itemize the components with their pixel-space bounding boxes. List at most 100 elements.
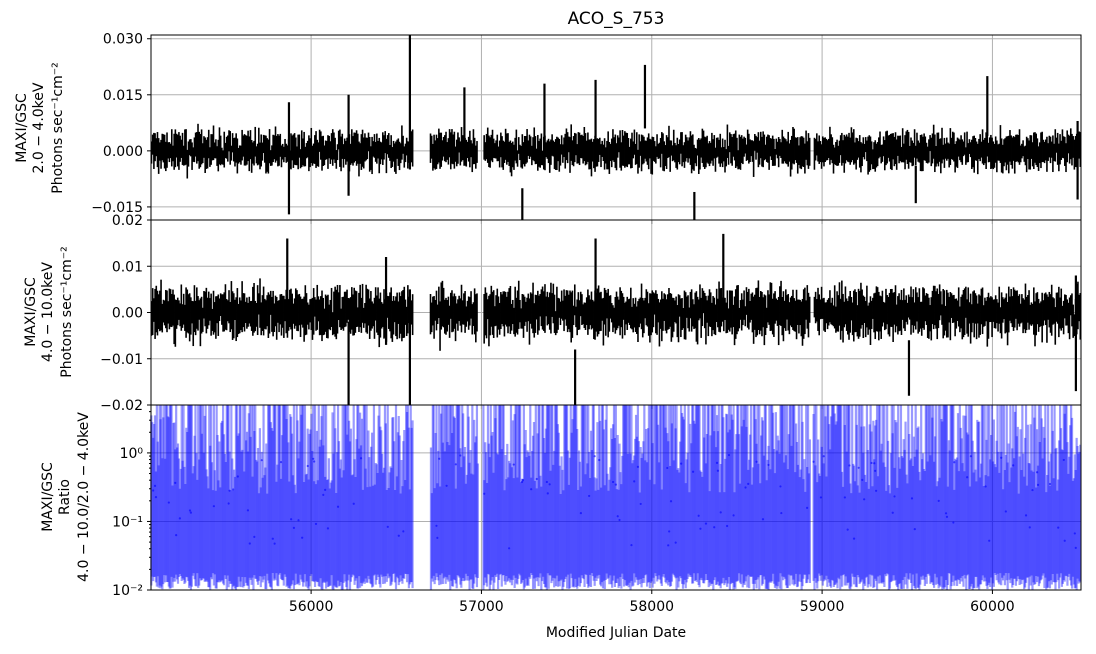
ratio-point xyxy=(669,500,673,503)
ratio-point xyxy=(874,469,877,472)
ratio-point xyxy=(273,542,276,545)
ratio-point xyxy=(306,464,309,468)
ratio-point xyxy=(744,486,747,489)
ratio-point xyxy=(435,524,438,527)
ratio-point xyxy=(248,542,251,545)
ratio-point xyxy=(988,539,991,542)
ratio-point xyxy=(667,544,670,547)
ratio-point xyxy=(984,485,987,488)
ratio-point xyxy=(508,547,511,550)
ratio-point xyxy=(189,511,192,514)
ratio-point xyxy=(483,492,486,495)
ratio-point xyxy=(436,536,439,539)
ratio-point xyxy=(438,457,441,460)
ratio-point xyxy=(680,462,683,465)
ratio-point xyxy=(910,497,914,500)
ratio-point xyxy=(546,492,549,495)
ratio-point xyxy=(459,454,462,457)
ratio-point xyxy=(727,453,731,457)
ratio-point xyxy=(292,526,296,529)
ratio-point xyxy=(1031,488,1034,492)
ratio-point xyxy=(246,509,250,512)
ratio-point xyxy=(152,489,155,492)
ratio-point xyxy=(178,517,181,520)
panel-hard-band: −0.02 −0.01 0.00 0.01 0.02 MAXI/GSC 4.0 − 10… xyxy=(23,213,1082,414)
ytick-label-soft-1: 0.000 xyxy=(103,144,143,160)
ratio-point xyxy=(352,502,355,505)
ratio-point xyxy=(633,480,636,483)
xtick-label-58000: 58000 xyxy=(629,599,674,615)
ratio-point xyxy=(520,480,524,484)
ratio-point xyxy=(174,481,177,484)
ratio-point xyxy=(153,484,157,487)
ratio-point xyxy=(1035,471,1039,474)
ratio-point xyxy=(863,498,866,501)
ratio-point xyxy=(212,505,215,508)
ratio-point xyxy=(937,499,940,502)
ratio-point xyxy=(945,515,949,518)
ratio-point xyxy=(891,511,894,514)
ratio-point xyxy=(704,522,708,525)
ratio-point xyxy=(1074,546,1077,549)
ratio-point xyxy=(1024,514,1028,517)
ratio-point xyxy=(873,462,876,465)
ratio-point xyxy=(512,463,515,466)
ratio-point xyxy=(779,485,782,488)
ratio-point xyxy=(767,463,770,467)
ratio-point xyxy=(593,455,596,458)
ratio-point xyxy=(545,480,548,484)
axes-frame-soft xyxy=(150,34,1082,221)
ytick-label-soft-0: −0.015 xyxy=(91,200,143,216)
ratio-point xyxy=(445,484,448,487)
ratio-point xyxy=(232,488,235,491)
ylabel-soft-line3: Photons sec⁻¹cm⁻² xyxy=(50,62,66,194)
ylabel-hard-line3: Photons sec⁻¹cm⁻² xyxy=(59,246,75,378)
ratio-point xyxy=(253,535,256,538)
ratio-point xyxy=(819,496,823,499)
ratio-point xyxy=(188,509,192,512)
ytick-label-hard-1: −0.01 xyxy=(100,352,143,368)
panel-hardness-ratio: 10⁻² 10⁻¹ 10⁰ MAXI/GSC Ratio 4.0 − 10.0/2.… xyxy=(40,404,1082,599)
x-axis-label: Modified Julian Date xyxy=(546,625,686,641)
ratio-point xyxy=(726,524,729,528)
ratio-point xyxy=(952,521,955,524)
ratio-point xyxy=(666,466,669,470)
ratio-point xyxy=(636,465,640,468)
ytick-label-soft-3: 0.030 xyxy=(103,32,143,48)
ytick-label-ratio-0: 10⁻² xyxy=(112,583,143,599)
ratio-point xyxy=(530,488,533,491)
x-axis: 56000 57000 58000 59000 60000 xyxy=(289,599,1015,615)
ratio-point xyxy=(630,543,633,547)
ratio-point xyxy=(279,461,283,464)
ratio-point xyxy=(861,478,864,481)
ratio-point xyxy=(548,483,551,486)
ratio-point xyxy=(780,511,783,515)
ratio-point xyxy=(674,541,677,544)
ratio-point xyxy=(747,482,750,485)
ratio-point xyxy=(312,457,315,460)
ratio-point xyxy=(359,457,363,460)
ratio-point xyxy=(324,488,327,491)
ratio-point xyxy=(271,537,274,540)
ratio-point xyxy=(812,460,815,463)
ratio-point xyxy=(579,512,582,515)
ratio-point xyxy=(944,512,948,515)
ratio-point xyxy=(1073,532,1076,535)
xtick-label-56000: 56000 xyxy=(289,599,334,615)
ylabel-soft-line1: MAXI/GSC xyxy=(14,93,30,163)
ratio-point xyxy=(322,493,325,496)
ratio-point xyxy=(236,475,239,478)
ratio-point xyxy=(953,461,956,464)
ratio-point xyxy=(822,455,825,458)
ratio-point xyxy=(1062,458,1065,462)
ylabel-hard-line2: 4.0 − 10.0keV xyxy=(40,262,56,362)
ratio-point xyxy=(715,461,719,464)
ratio-point xyxy=(402,530,405,533)
ratio-point xyxy=(1000,456,1003,459)
ratio-point xyxy=(806,506,809,510)
ratio-point xyxy=(154,496,158,499)
ratio-point xyxy=(870,461,873,465)
ratio-point xyxy=(843,496,846,499)
ratio-point xyxy=(598,458,601,462)
